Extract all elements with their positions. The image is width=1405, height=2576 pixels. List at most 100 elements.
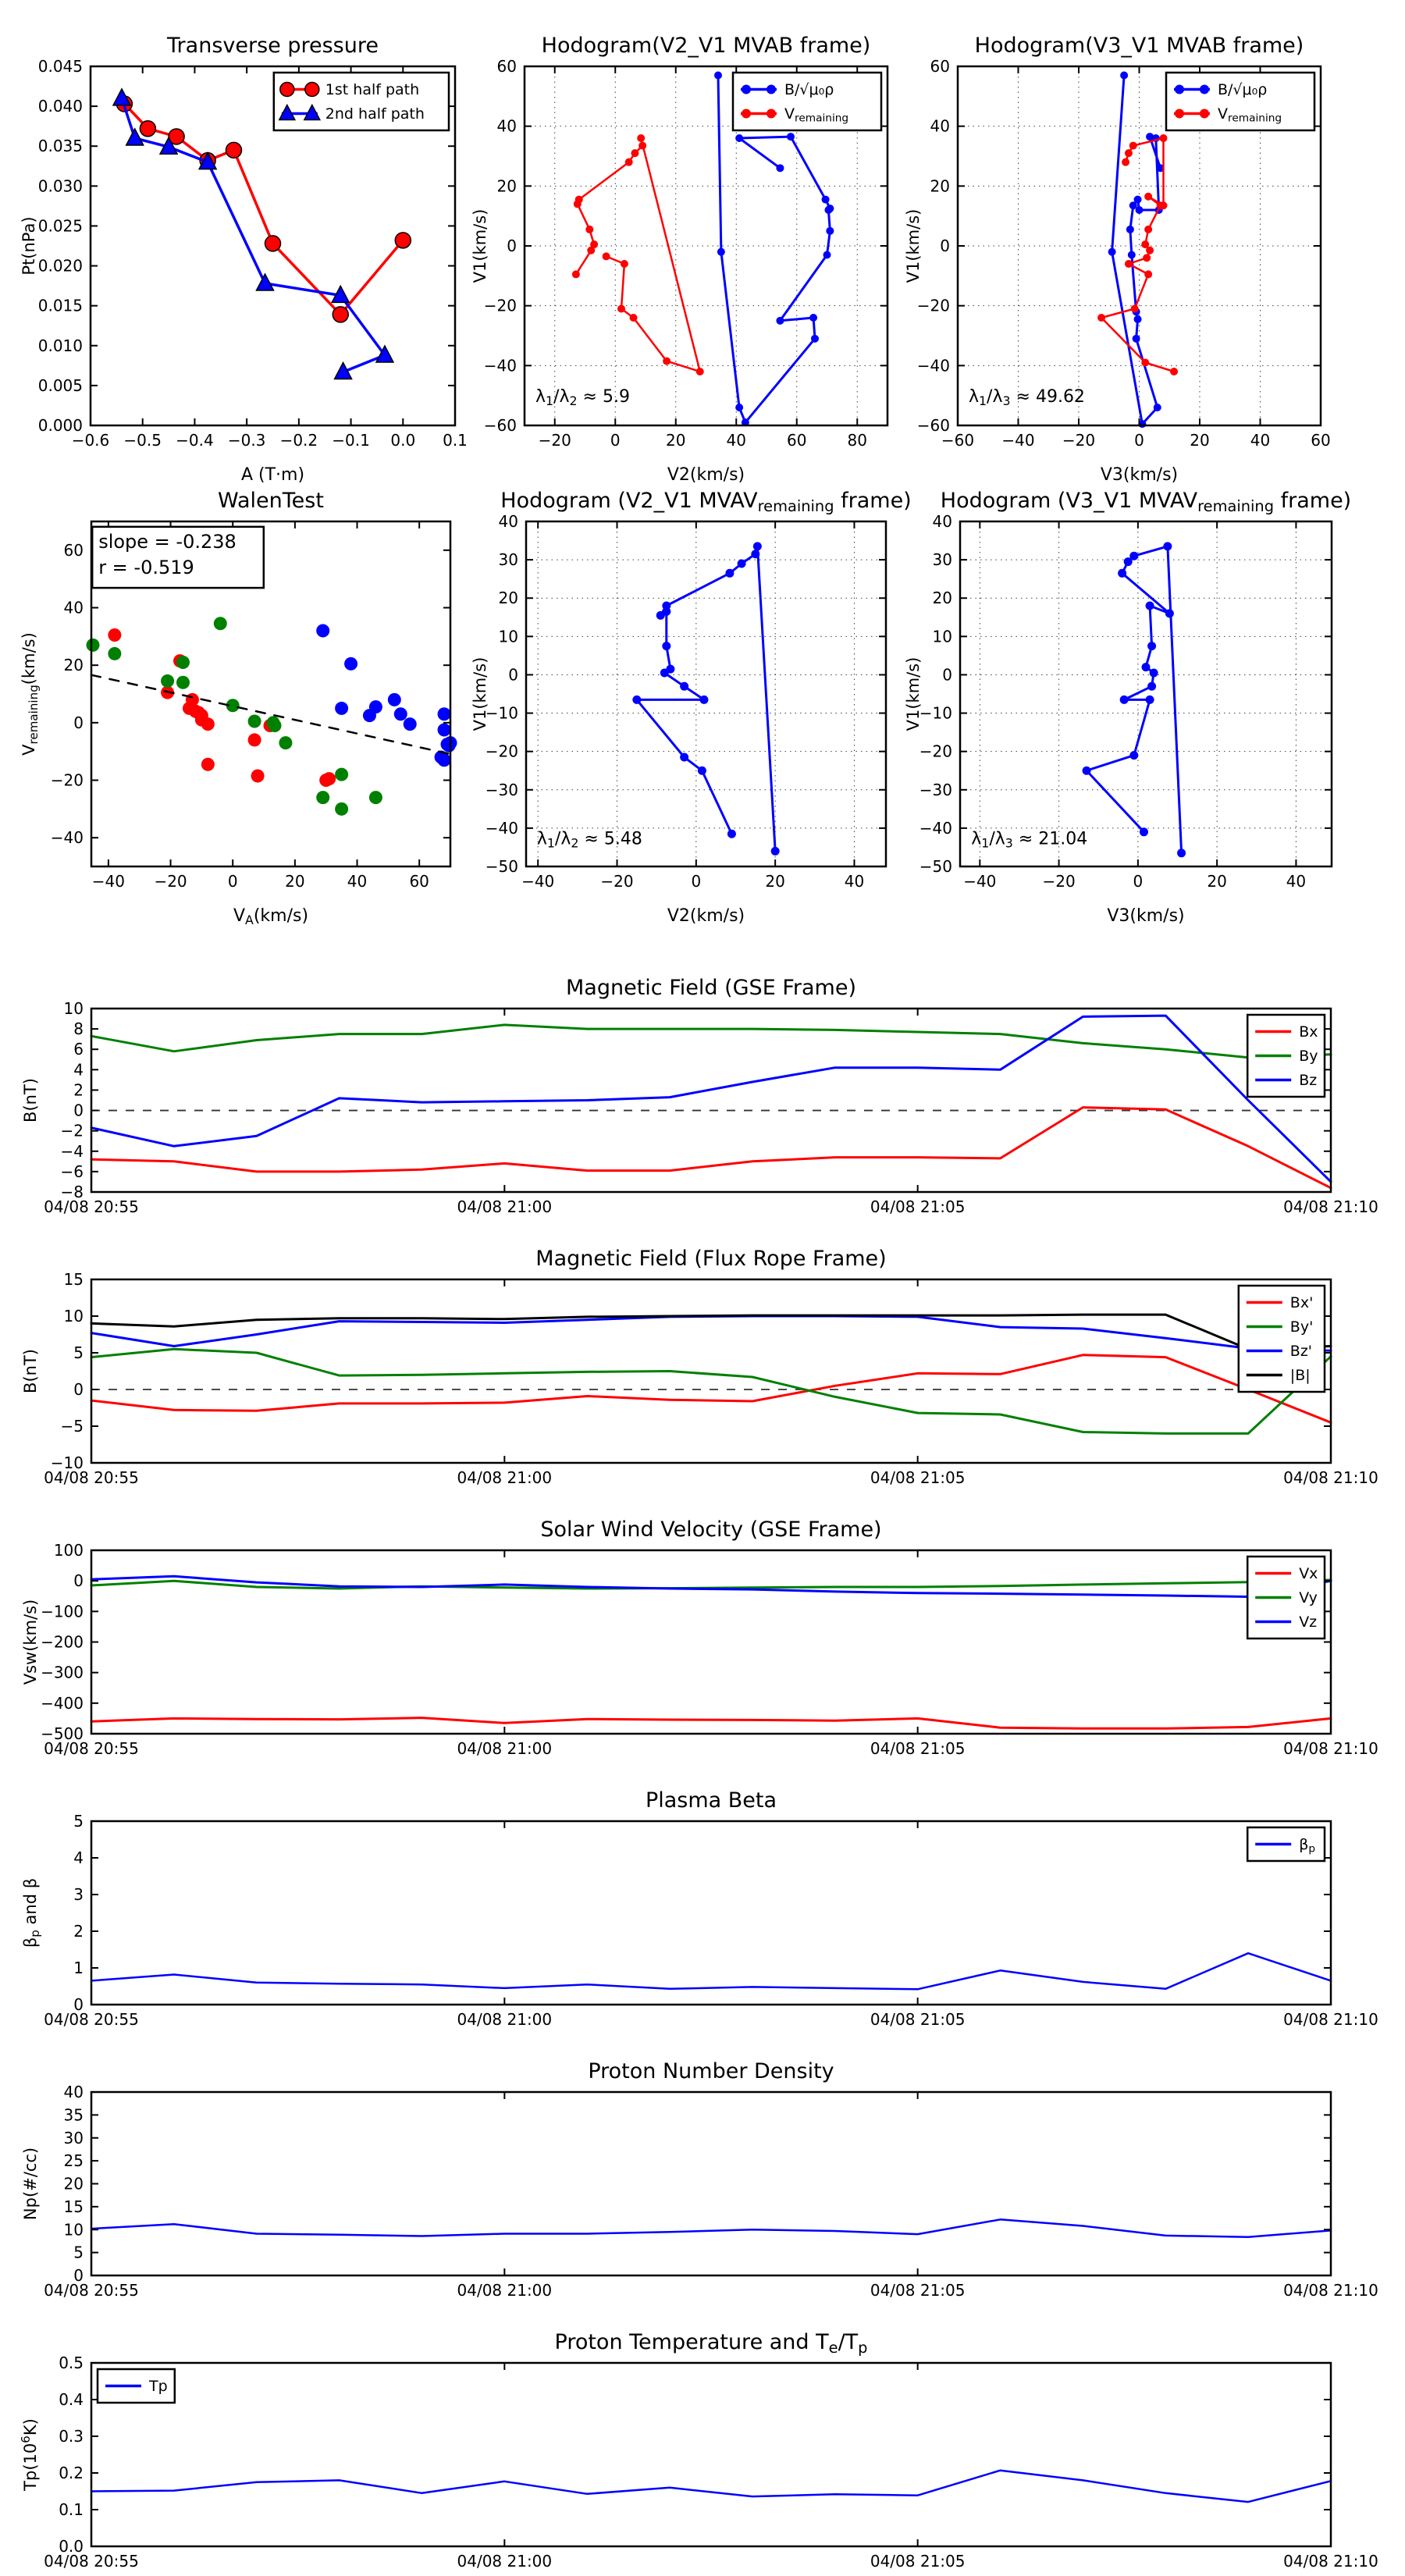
- plot-frame: [956, 65, 1322, 427]
- y-tick-label: 60: [497, 57, 517, 76]
- x-tick-label: −0.4: [176, 431, 214, 450]
- y-tick-label: −100: [41, 1602, 84, 1621]
- svg-text:λ1/λ3 ≈ 49.62: λ1/λ3 ≈ 49.62: [969, 387, 1085, 408]
- x-tick-label: 20: [1190, 431, 1209, 450]
- x-tick-label: 04/08 21:05: [870, 1468, 966, 1487]
- y-axis-label: B(nT): [21, 1349, 40, 1393]
- x-tick-label: −0.5: [123, 431, 162, 450]
- y-tick-label: −20: [486, 742, 518, 761]
- svg-text:B/√μ₀ρ: B/√μ₀ρ: [1218, 81, 1267, 98]
- svg-text:r = -0.519: r = -0.519: [98, 557, 194, 578]
- y-tick-label: 0.2: [59, 2464, 84, 2482]
- series-2nd-half-path: [112, 87, 395, 380]
- series-vz: [90, 1574, 1332, 1598]
- y-tick-label: 20: [64, 656, 84, 674]
- series-component-3: [316, 624, 457, 767]
- y-axis-label: V1(km/s): [904, 657, 923, 731]
- y-tick-label: 0: [73, 1571, 84, 1590]
- y-tick-label: 0.000: [38, 416, 83, 435]
- y-axis-label: βp and β: [21, 1878, 42, 1948]
- series-v-remaining: [1097, 134, 1179, 375]
- plot-frame: [89, 65, 457, 427]
- y-tick-label: 20: [64, 2175, 84, 2194]
- y-tick-label: 0.030: [38, 176, 83, 195]
- svg-text:By: By: [1299, 1048, 1318, 1065]
- series-1st-half-path: [116, 95, 412, 323]
- y-tick-label: 0.0: [59, 2537, 84, 2556]
- y-tick-label: −50: [486, 857, 518, 876]
- x-tick-label: 04/08 20:55: [44, 2552, 139, 2571]
- y-tick-label: −60: [917, 416, 950, 435]
- y-tick-label: −40: [486, 819, 518, 838]
- svg-text:2nd half path: 2nd half path: [325, 105, 425, 123]
- y-axis-label: V1(km/s): [904, 209, 923, 283]
- y-tick-label: −40: [51, 828, 84, 847]
- series-tp: [90, 2469, 1332, 2503]
- y-tick-label: 0.3: [59, 2427, 84, 2446]
- legend: 1st half path 2nd half path: [272, 71, 450, 132]
- x-tick-label: 04/08 21:05: [870, 2010, 966, 2029]
- x-tick-label: 04/08 21:05: [870, 2281, 966, 2300]
- y-axis-label: Vsw(km/s): [21, 1599, 40, 1685]
- y-tick-label: −200: [41, 1633, 84, 1652]
- y-tick-label: −300: [41, 1663, 84, 1682]
- y-tick-label: 30: [64, 2129, 84, 2147]
- y-tick-label: 0: [507, 237, 517, 255]
- chart-title: Plasma Beta: [646, 1788, 777, 1813]
- y-tick-label: −30: [919, 781, 952, 799]
- series-v-remaining: [571, 134, 704, 375]
- x-axis-label: A (T·m): [241, 465, 304, 485]
- x-tick-label: 04/08 21:10: [1283, 1739, 1378, 1758]
- y-tick-label: −50: [919, 857, 952, 876]
- y-tick-label: −10: [486, 704, 518, 723]
- chart-hodogram-v2v1-mvab: −20 0 20 40 60 80 −60 −40 −20 0 20 40 60 Hodogram(V2_…: [467, 17, 935, 511]
- chart-hodogram-v3v1-mvav: −40 −20 0 20 40 −50 −40 −30 −20 −10 0 10 20 30 40 Hodog…: [900, 475, 1405, 980]
- series-bx-: [90, 1354, 1332, 1424]
- svg-text:B/√μ₀ρ: B/√μ₀ρ: [784, 81, 834, 98]
- chart-title: Magnetic Field (GSE Frame): [566, 976, 856, 1000]
- svg-text:λ1/λ2 ≈ 5.9: λ1/λ2 ≈ 5.9: [535, 387, 630, 408]
- plot-frame: [959, 520, 1333, 868]
- x-tick-label: 04/08 21:00: [457, 2552, 553, 2571]
- y-tick-label: 0.4: [59, 2390, 84, 2409]
- x-tick-label: −20: [1062, 431, 1095, 450]
- legend: Tp: [96, 2368, 176, 2404]
- x-tick-label: 04/08 21:00: [457, 2281, 553, 2300]
- series-bz: [90, 1014, 1332, 1183]
- svg-text:λ1/λ3 ≈ 21.04: λ1/λ3 ≈ 21.04: [971, 829, 1087, 850]
- x-tick-label: −40: [963, 872, 996, 891]
- svg-text:λ1/λ2 ≈ 5.48: λ1/λ2 ≈ 5.48: [537, 829, 642, 850]
- x-tick-label: 04/08 21:10: [1283, 2281, 1378, 2300]
- series-by: [90, 1023, 1332, 1059]
- y-tick-label: 0: [508, 665, 518, 684]
- y-axis-label: Np(#/cc): [21, 2147, 40, 2220]
- y-tick-label: 40: [933, 512, 952, 531]
- y-tick-label: 0: [940, 237, 950, 255]
- legend: Bx' By' Bz' |B|: [1237, 1284, 1326, 1393]
- plot-frame: [523, 65, 889, 427]
- y-tick-label: 10: [64, 1307, 84, 1325]
- y-axis-label: V1(km/s): [471, 657, 489, 731]
- annotation: λ1/λ3 ≈ 49.62: [969, 387, 1085, 408]
- x-tick-label: 04/08 20:55: [44, 2010, 139, 2029]
- chart-plasma-beta: 04/08 20:55 04/08 21:00 04/08 21:05 04/08 2…: [16, 1787, 1405, 2048]
- y-tick-label: 4: [73, 1848, 84, 1867]
- y-tick-label: 0: [942, 665, 952, 684]
- chart-title: Proton Temperature and Te/Tp: [555, 2330, 868, 2357]
- x-axis-label: V2(km/s): [667, 465, 745, 485]
- y-tick-label: 3: [73, 1885, 84, 1904]
- svg-text:Vx: Vx: [1299, 1565, 1318, 1582]
- x-tick-label: 04/08 20:55: [44, 1468, 139, 1487]
- y-tick-label: −30: [486, 781, 518, 799]
- y-tick-label: 10: [499, 627, 518, 646]
- series-vx: [90, 1717, 1332, 1730]
- axis-ticks: [960, 521, 1332, 867]
- svg-text:Bz': Bz': [1290, 1343, 1312, 1360]
- plot-frame: [90, 2090, 1332, 2277]
- series-b-sqrt-mu0-rho-: [714, 71, 834, 427]
- x-tick-label: 04/08 21:10: [1283, 1197, 1378, 1216]
- annotation: λ1/λ2 ≈ 5.9: [535, 387, 630, 408]
- x-tick-label: −40: [92, 872, 125, 891]
- x-tick-label: −0.1: [332, 431, 370, 450]
